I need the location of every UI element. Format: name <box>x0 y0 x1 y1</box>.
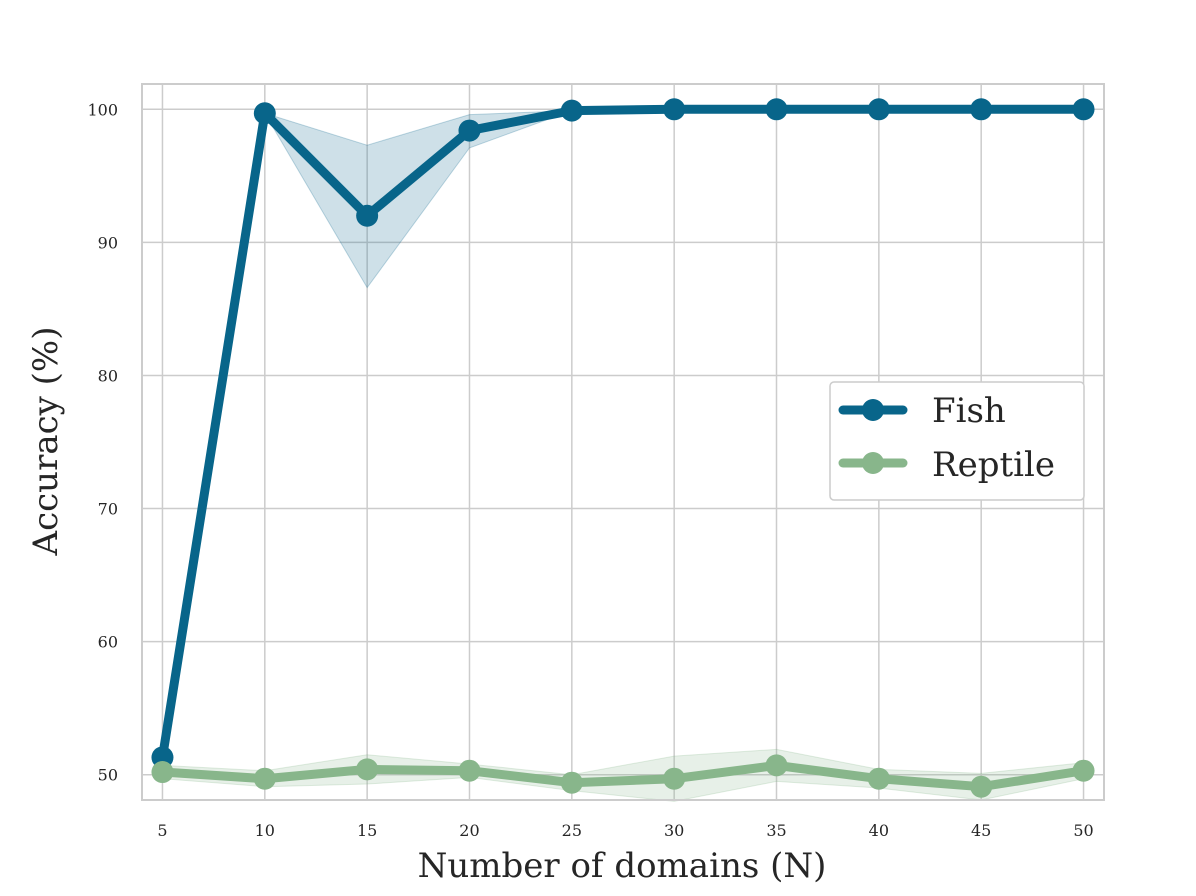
y-tick-label: 80 <box>98 366 118 385</box>
y-tick-label: 70 <box>98 500 118 519</box>
data-points <box>151 98 1095 798</box>
fish-point <box>970 98 993 121</box>
x-tick-label: 25 <box>562 821 582 840</box>
reptile-point <box>560 771 583 794</box>
y-axis-title: Accuracy (%) <box>26 327 66 557</box>
reptile-point <box>970 775 993 798</box>
reptile-point <box>356 758 379 781</box>
series-lines <box>157 104 1089 792</box>
legend-reptile-label: Reptile <box>932 445 1055 485</box>
x-tick-label: 15 <box>357 821 377 840</box>
x-tick-label: 20 <box>459 821 479 840</box>
fish-point <box>356 204 379 227</box>
x-tick-label: 50 <box>1073 821 1093 840</box>
fish-point <box>458 119 481 142</box>
y-tick-label: 100 <box>87 100 118 119</box>
fish-point <box>867 98 890 121</box>
fish-point <box>560 99 583 122</box>
fish-confidence-band <box>161 108 1084 758</box>
fish-point <box>663 98 686 121</box>
y-tick-label: 90 <box>98 233 118 252</box>
reptile-point <box>253 767 276 790</box>
reptile-point <box>765 754 788 777</box>
legend-reptile-marker <box>862 452 884 474</box>
reptile-point <box>1072 759 1095 782</box>
reptile-point <box>458 759 481 782</box>
reptile-point <box>151 761 174 784</box>
x-tick-label: 5 <box>157 821 167 840</box>
fish-line <box>157 104 1089 762</box>
x-tick-labels: 5 10 15 20 25 30 35 40 45 50 <box>157 821 1093 840</box>
legend-fish-label: Fish <box>932 391 1006 431</box>
x-tick-label: 10 <box>255 821 275 840</box>
y-tick-label: 60 <box>98 633 118 652</box>
legend-fish-marker <box>862 399 884 421</box>
legend: Fish Reptile <box>829 381 1085 501</box>
y-tick-label: 50 <box>98 766 118 785</box>
reptile-line <box>157 760 1089 792</box>
x-tick-label: 30 <box>664 821 684 840</box>
x-tick-label: 40 <box>869 821 889 840</box>
fish-point <box>253 102 276 125</box>
reptile-point <box>867 767 890 790</box>
x-tick-label: 35 <box>766 821 786 840</box>
reptile-point <box>663 767 686 790</box>
fish-point <box>1072 98 1095 121</box>
fish-point <box>765 98 788 121</box>
plot-frame <box>141 83 1105 801</box>
y-tick-labels: 50 60 70 80 90 100 <box>87 100 118 784</box>
x-axis-title: Number of domains (N) <box>418 846 827 886</box>
x-tick-label: 45 <box>971 821 991 840</box>
